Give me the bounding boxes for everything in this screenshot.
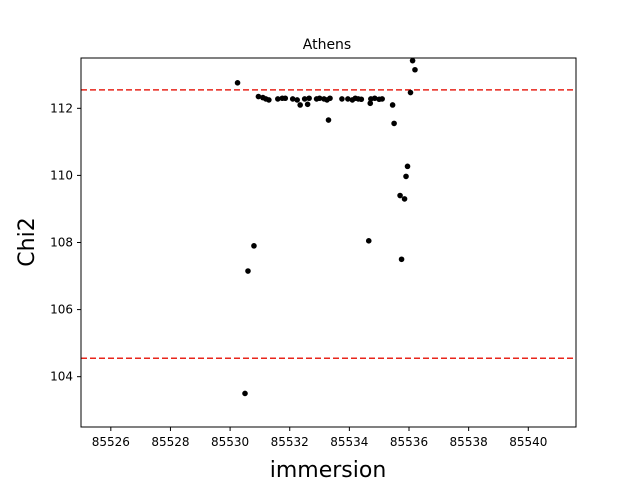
data-point (371, 95, 378, 102)
data-point (304, 101, 311, 108)
data-point (306, 95, 312, 102)
data-point (409, 57, 416, 64)
data-point (379, 96, 385, 102)
data-point (242, 390, 248, 397)
data-point (297, 102, 303, 108)
data-points (234, 57, 418, 397)
data-point (339, 96, 345, 102)
data-point (345, 96, 351, 102)
data-point (407, 89, 414, 96)
x-tick-label: 85528 (151, 435, 189, 449)
x-tick-label: 85536 (390, 435, 428, 449)
data-point (401, 196, 408, 202)
data-point (275, 96, 281, 102)
data-point (398, 256, 405, 263)
data-point (294, 97, 300, 103)
data-point (391, 120, 397, 127)
x-tick-label: 85532 (271, 435, 309, 449)
data-point (289, 96, 296, 102)
data-point (245, 268, 251, 274)
x-tick-label: 85526 (92, 435, 130, 449)
y-tick-label: 108 (50, 236, 73, 250)
data-point (403, 173, 409, 180)
data-point (282, 95, 289, 102)
data-point (412, 66, 418, 73)
x-axis-label: immersion (270, 458, 387, 480)
x-axis-ticks: 85526 85528 85530 85532 85534 85536 85538 85540 (92, 427, 547, 449)
data-point (365, 238, 372, 244)
data-point (367, 100, 374, 107)
data-point (389, 102, 396, 108)
data-point (397, 192, 403, 199)
y-axis-ticks: 104 106 108 110 112 (50, 101, 81, 384)
data-point (234, 80, 241, 86)
y-tick-label: 104 (50, 370, 73, 384)
data-point (325, 117, 332, 123)
data-point (404, 163, 411, 170)
y-axis-label: Chi2 (15, 217, 40, 266)
data-point (255, 93, 262, 100)
x-tick-label: 85534 (330, 435, 368, 449)
data-point (316, 95, 323, 102)
x-tick-label: 85538 (450, 435, 488, 449)
x-tick-label: 85540 (509, 435, 547, 449)
data-point (251, 243, 257, 249)
y-tick-label: 110 (50, 168, 73, 182)
y-tick-label: 106 (50, 303, 73, 317)
chart-title: Athens (303, 37, 351, 53)
x-tick-label: 85530 (211, 435, 249, 449)
data-point (327, 95, 333, 102)
reference-lines (81, 89, 576, 359)
data-point (358, 96, 365, 103)
data-point (266, 97, 272, 103)
data-point (301, 96, 308, 102)
y-tick-label: 112 (50, 101, 73, 115)
